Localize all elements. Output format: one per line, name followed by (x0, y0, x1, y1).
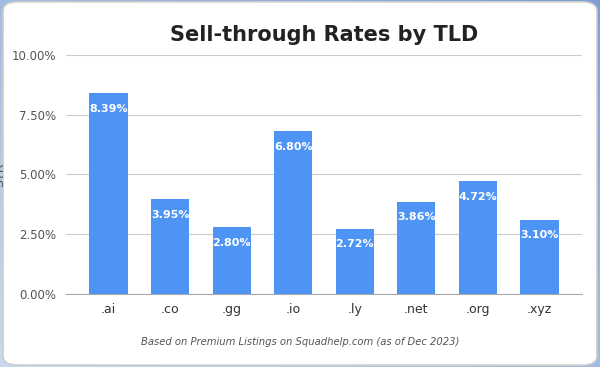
Bar (151, 199, 189, 294)
Text: 2.72%: 2.72% (335, 239, 374, 250)
Text: 3.95%: 3.95% (151, 210, 190, 220)
Text: 2.80%: 2.80% (212, 237, 251, 247)
Text: 6.80%: 6.80% (274, 142, 313, 152)
Title: Sell-through Rates by TLD: Sell-through Rates by TLD (170, 25, 478, 45)
Y-axis label: STR: STR (0, 162, 6, 186)
Text: 3.10%: 3.10% (520, 230, 559, 240)
Bar (89, 94, 128, 294)
Bar (212, 227, 251, 294)
Bar (520, 219, 559, 294)
Bar (459, 181, 497, 294)
Text: Based on Premium Listings on Squadhelp.com (as of Dec 2023): Based on Premium Listings on Squadhelp.c… (141, 337, 459, 347)
Bar (274, 131, 313, 294)
Bar (335, 229, 374, 294)
Bar (397, 201, 436, 294)
Text: 3.86%: 3.86% (397, 212, 436, 222)
Text: 4.72%: 4.72% (458, 192, 497, 202)
Text: 8.39%: 8.39% (89, 104, 128, 114)
